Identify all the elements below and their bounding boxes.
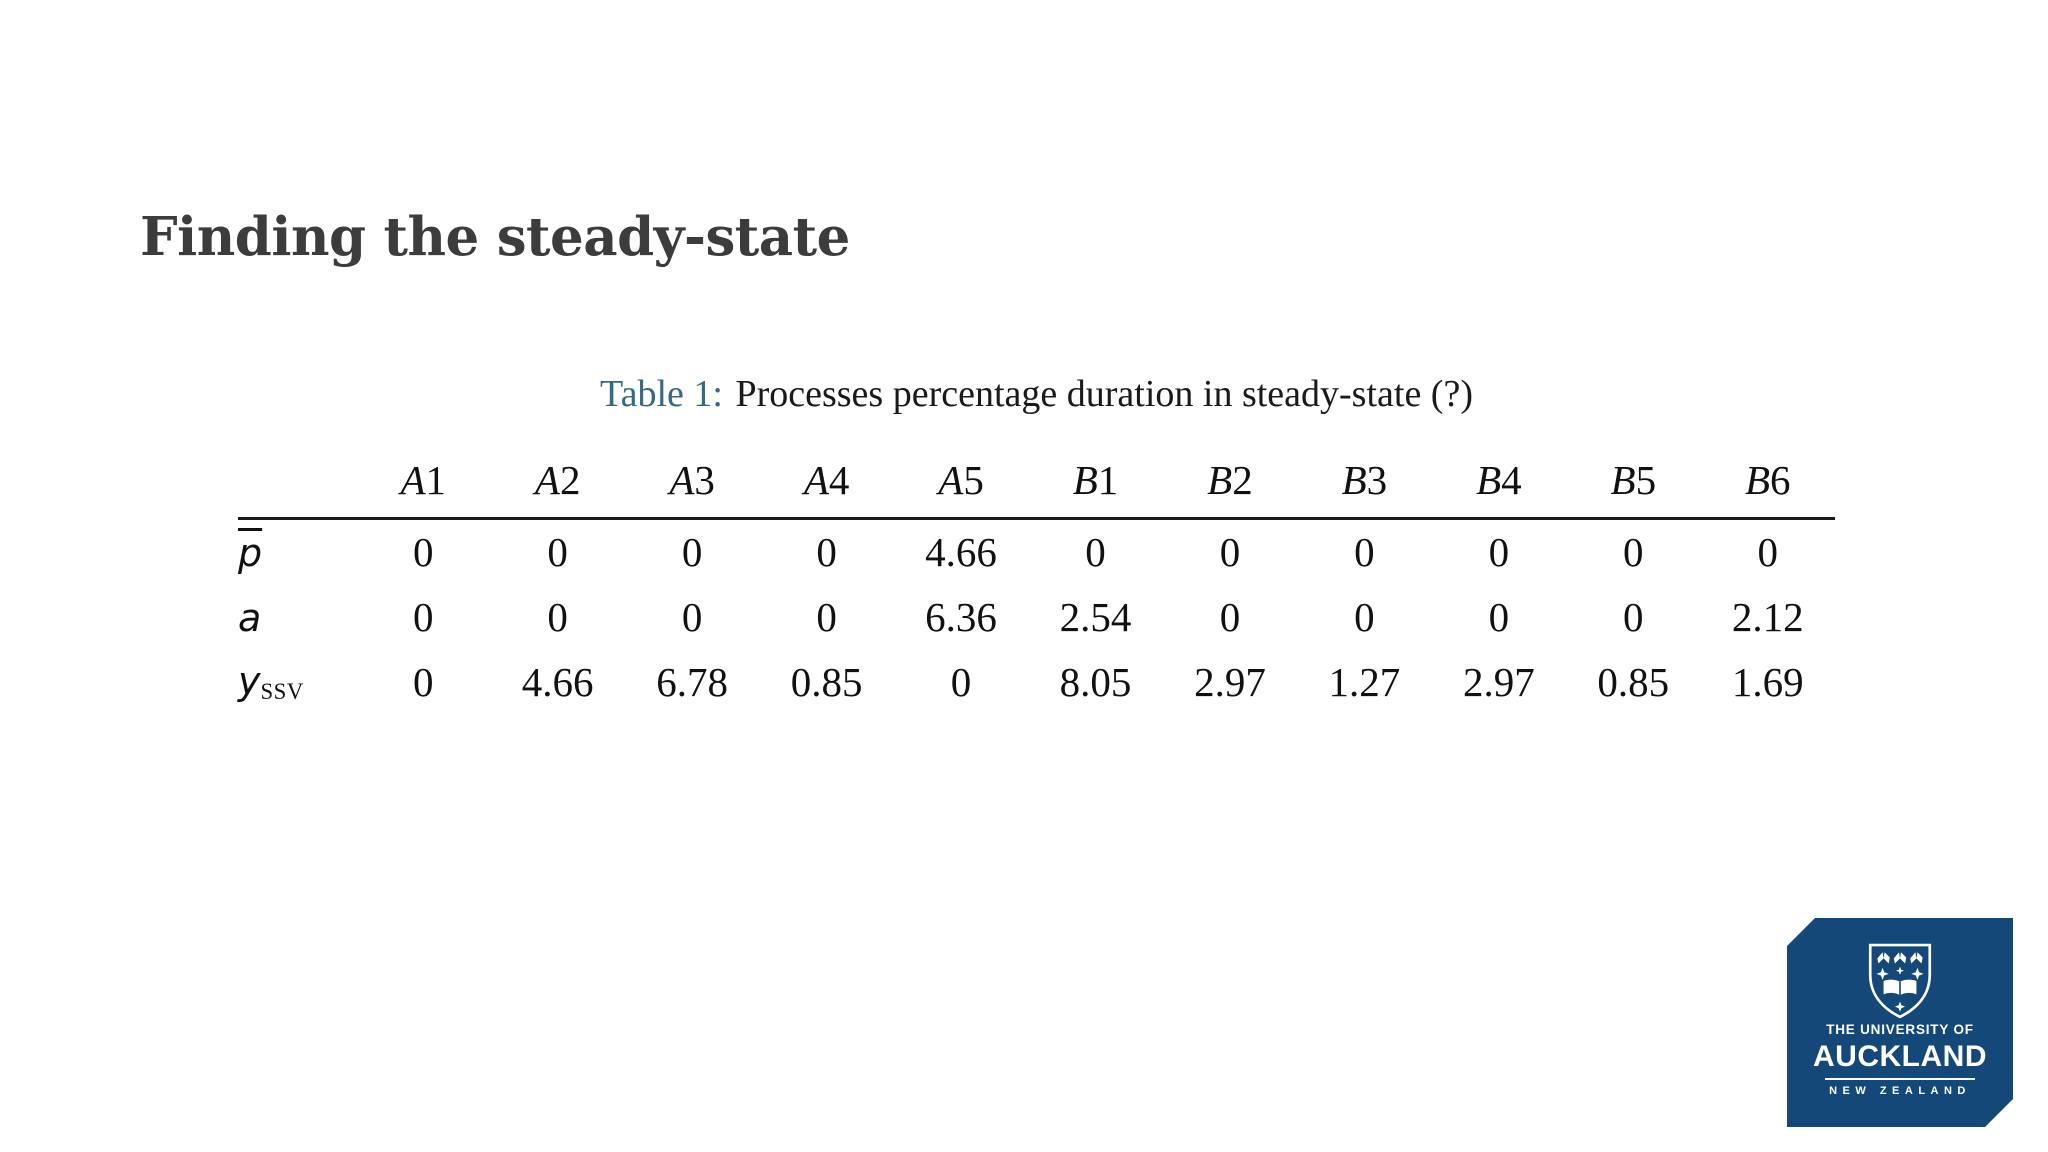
table-cell: 2.97: [1194, 659, 1266, 706]
table-row: p 0 0 0 0 4.66 0 0 0 0 0 0: [238, 519, 1835, 586]
table-cell: 0: [1219, 529, 1241, 575]
table-cell: 1.27: [1328, 659, 1401, 706]
table-cell: 6.36: [925, 594, 997, 640]
logo-divider: [1825, 1078, 1975, 1080]
table-cell: 0: [1623, 529, 1644, 575]
table-cell: 6.78: [656, 659, 728, 706]
table-cell: 0: [1219, 594, 1241, 640]
table-cell: 8.05: [1059, 659, 1132, 706]
table-cell: 0: [1488, 594, 1510, 640]
table-header-cell: A2: [490, 452, 625, 520]
table-cell: 0: [412, 659, 434, 706]
row-label: p: [238, 530, 263, 575]
table-header-cell: B1: [1028, 452, 1163, 520]
table-header-cell: B2: [1162, 452, 1298, 520]
logo-line-university-of: THE UNIVERSITY OF: [1826, 1022, 1974, 1037]
table-header-row: A1 A2 A3 A4 A5 B1 B2 B3 B4 B5 B6: [238, 452, 1835, 520]
logo-line-new-zealand: NEW ZEALAND: [1829, 1085, 1971, 1097]
slide-title: Finding the steady-state: [140, 205, 850, 268]
table-container: A1 A2 A3 A4 A5 B1 B2 B3 B4 B5 B6 p 0 0 0 0 4.66 0 0 0 0 0 0 a 0 0…: [238, 452, 1835, 716]
table-cell: 0: [547, 529, 568, 575]
table-cell: 0: [412, 529, 434, 575]
table-header-cell: B6: [1700, 452, 1835, 520]
table-cell: 0: [1085, 529, 1106, 575]
logo-line-auckland: AUCKLAND: [1813, 1040, 1987, 1073]
table-cell: 0: [681, 529, 703, 575]
table-caption-label: Table 1:: [600, 373, 723, 415]
table-header-cell: B5: [1566, 452, 1701, 520]
table-header-cell: A1: [356, 452, 491, 520]
table-caption: Table 1: Processes percentage duration in…: [238, 372, 1835, 416]
table-cell: 0.85: [1597, 659, 1670, 706]
university-logo: THE UNIVERSITY OF AUCKLAND NEW ZEALAND: [1787, 918, 2013, 1127]
table-cell: 2.12: [1731, 594, 1804, 640]
table-cell: 4.66: [521, 659, 594, 706]
table-cell: 0: [1757, 529, 1779, 575]
table-cell: 0: [1354, 529, 1375, 575]
table-cell: 0: [1354, 594, 1375, 640]
steady-state-table: A1 A2 A3 A4 A5 B1 B2 B3 B4 B5 B6 p 0 0 0 0 4.66 0 0 0 0 0 0 a 0 0…: [238, 452, 1835, 716]
table-corner-cell: [238, 452, 356, 520]
row-label: ySSV: [238, 659, 304, 705]
table-cell: 0: [950, 659, 972, 706]
table-header-cell: B3: [1297, 452, 1432, 520]
table-cell: 0: [547, 594, 568, 640]
table-cell: 4.66: [925, 529, 997, 575]
table-cell: 0.85: [790, 659, 863, 706]
table-cell: 0: [816, 529, 837, 575]
table-header-cell: A3: [624, 452, 760, 520]
table-cell: 0: [816, 594, 837, 640]
table-caption-text: Processes percentage duration in steady-…: [735, 373, 1473, 415]
table-header-cell: A5: [893, 452, 1029, 520]
table-cell: 0: [1623, 594, 1644, 640]
table-cell: 1.69: [1731, 659, 1804, 706]
table-cell: 0: [1488, 529, 1510, 575]
table-cell: 2.97: [1462, 659, 1535, 706]
row-label: a: [238, 595, 262, 640]
table-header-cell: A4: [759, 452, 894, 520]
table-row: a 0 0 0 0 6.36 2.54 0 0 0 0 2.12: [238, 585, 1835, 650]
table-cell: 2.54: [1059, 594, 1132, 640]
university-crest-icon: [1868, 943, 1932, 1019]
table-cell: 0: [412, 594, 434, 640]
logo-background: [1787, 918, 2013, 1127]
table-row: ySSV 0 4.66 6.78 0.85 0 8.05 2.97 1.27 2.97 0.85 1.…: [238, 650, 1835, 716]
table-cell: 0: [681, 594, 703, 640]
table-header-cell: B4: [1431, 452, 1567, 520]
